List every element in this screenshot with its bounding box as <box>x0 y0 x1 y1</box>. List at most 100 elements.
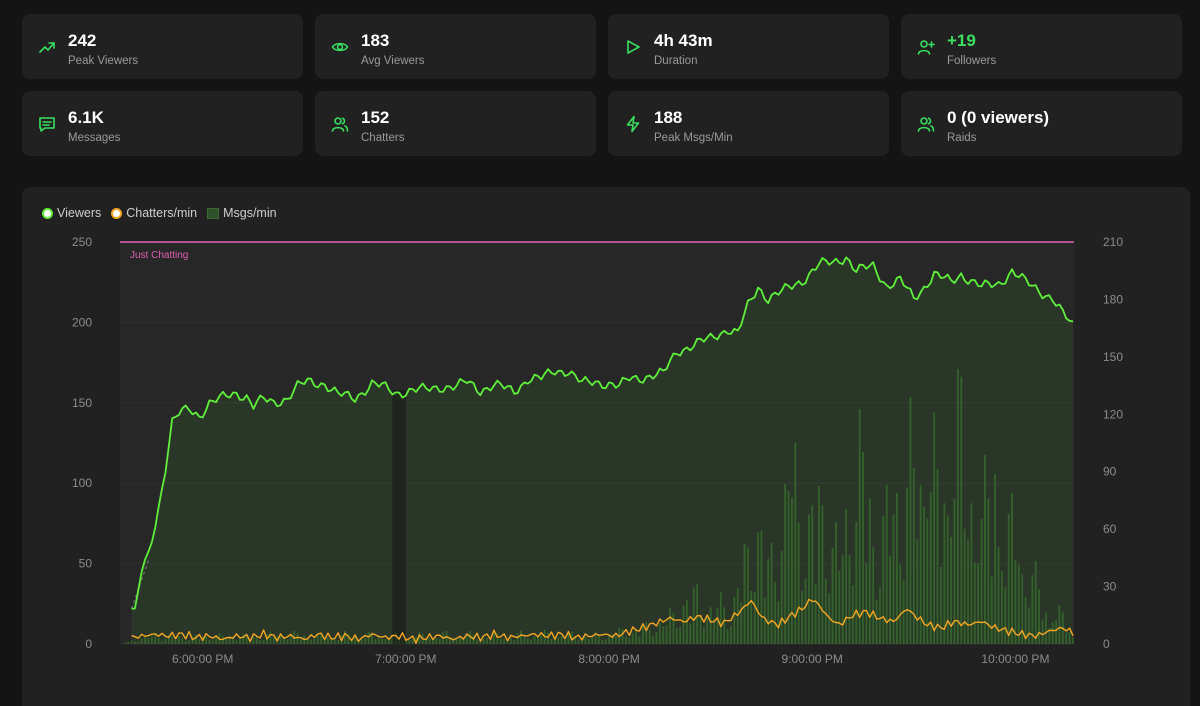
msgs-bar <box>415 636 417 644</box>
msgs-bar <box>211 640 214 644</box>
msgs-bar <box>215 636 218 644</box>
msgs-bar <box>713 618 715 644</box>
msgs-bar <box>631 633 634 644</box>
stat-value: 6.1K <box>68 108 104 127</box>
msgs-bar <box>333 639 336 644</box>
legend-viewers[interactable]: Viewers <box>42 206 101 220</box>
msgs-bar <box>564 638 566 644</box>
msgs-bar <box>702 626 705 644</box>
msgs-bar <box>696 584 698 644</box>
msgs-bar <box>235 640 238 644</box>
msgs-bar <box>723 607 726 644</box>
msgs-bar <box>323 638 326 644</box>
msgs-bar <box>919 484 922 644</box>
msgs-bar <box>726 628 729 644</box>
msgs-bar <box>350 638 353 644</box>
plot-background <box>120 242 1074 644</box>
msgs-bar <box>882 516 885 644</box>
msgs-bar <box>526 638 529 644</box>
msgs-bar <box>1007 513 1010 644</box>
msgs-bar <box>780 550 783 644</box>
msgs-bar <box>784 483 787 644</box>
msgs-bar <box>777 601 780 644</box>
msgs-bar <box>909 396 912 644</box>
msgs-bar <box>509 636 512 644</box>
msgs-bar <box>557 637 560 644</box>
msgs-bar <box>150 636 153 644</box>
msgs-bar <box>327 637 329 644</box>
viewer-chart: 0 50 100 150 200 250 0 30 60 90 120 150 180 210 6:00:0… <box>72 235 1123 666</box>
msgs-bar <box>516 632 519 644</box>
msgs-bar <box>682 605 685 644</box>
msgs-bar <box>669 608 671 644</box>
msgs-bar <box>286 639 289 644</box>
msgs-bar <box>692 587 695 644</box>
msgs-bar <box>990 576 993 644</box>
msgs-bar <box>232 638 235 644</box>
msgs-bar <box>205 636 207 644</box>
msgs-bar <box>388 640 390 644</box>
msgs-bar <box>581 639 583 644</box>
stat-value: +19 <box>947 31 976 50</box>
msgs-bar <box>733 597 736 644</box>
msgs-bar <box>384 639 387 644</box>
msgs-bar <box>896 493 898 644</box>
msgs-bar <box>865 562 868 644</box>
data-gap-marker <box>392 389 406 644</box>
msgs-bar <box>530 639 533 644</box>
viewers-area <box>131 257 1073 644</box>
msgs-bar <box>262 639 265 644</box>
msgs-bar <box>709 607 712 644</box>
msgs-bar <box>929 491 932 644</box>
msgs-bar <box>171 636 174 644</box>
msgs-bar <box>560 635 563 644</box>
msgs-bar <box>147 638 150 644</box>
msgs-bar <box>225 638 228 644</box>
legend-chatters[interactable]: Chatters/min <box>111 206 197 220</box>
msgs-bar <box>794 442 797 644</box>
msgs-bar <box>753 592 756 644</box>
msgs-bar <box>1048 627 1051 644</box>
stat-label: Peak Msgs/Min <box>654 132 733 144</box>
msgs-bar <box>167 634 170 644</box>
msgs-bar <box>208 639 211 644</box>
msgs-bar <box>330 637 333 644</box>
msgs-bar <box>157 638 160 644</box>
msgs-bar <box>245 633 248 644</box>
stat-card-avg-viewers: 183 Avg Viewers <box>315 14 596 79</box>
users-icon <box>917 115 935 133</box>
msgs-bar <box>1024 596 1027 644</box>
msgs-bar <box>858 408 861 644</box>
msgs-bar <box>950 536 952 644</box>
legend-viewers-swatch <box>42 207 53 219</box>
msgs-bar <box>699 614 702 644</box>
stat-label: Messages <box>68 132 121 144</box>
msgs-bar <box>899 564 902 644</box>
msgs-bar <box>1065 632 1068 644</box>
viewers-line <box>131 256 1074 610</box>
msgs-bar <box>296 633 299 644</box>
msgs-bar <box>946 515 949 644</box>
msgs-bar <box>787 490 790 644</box>
msgs-bar <box>435 638 438 644</box>
msgs-bar <box>299 639 302 644</box>
x-axis-tick-label: 9:00:00 PM <box>782 652 843 666</box>
legend-msgs-label: Msgs/min <box>223 206 277 220</box>
msgs-bar <box>807 514 810 644</box>
msgs-bar <box>506 639 509 644</box>
msgs-bar <box>804 578 807 644</box>
msgs-bar <box>123 642 126 644</box>
msgs-bar <box>1041 619 1044 644</box>
legend-msgs[interactable]: Msgs/min <box>207 206 277 220</box>
msgs-bar <box>760 530 763 644</box>
msgs-bar <box>912 468 915 644</box>
msgs-bar <box>821 505 824 644</box>
msgs-bar <box>418 632 421 644</box>
msgs-bar <box>889 555 892 644</box>
msgs-bar <box>523 635 526 644</box>
msgs-bar <box>672 612 675 644</box>
msgs-bar <box>550 639 553 644</box>
msgs-bar <box>343 630 346 644</box>
msgs-bar <box>831 548 834 644</box>
msgs-bar <box>164 638 167 644</box>
